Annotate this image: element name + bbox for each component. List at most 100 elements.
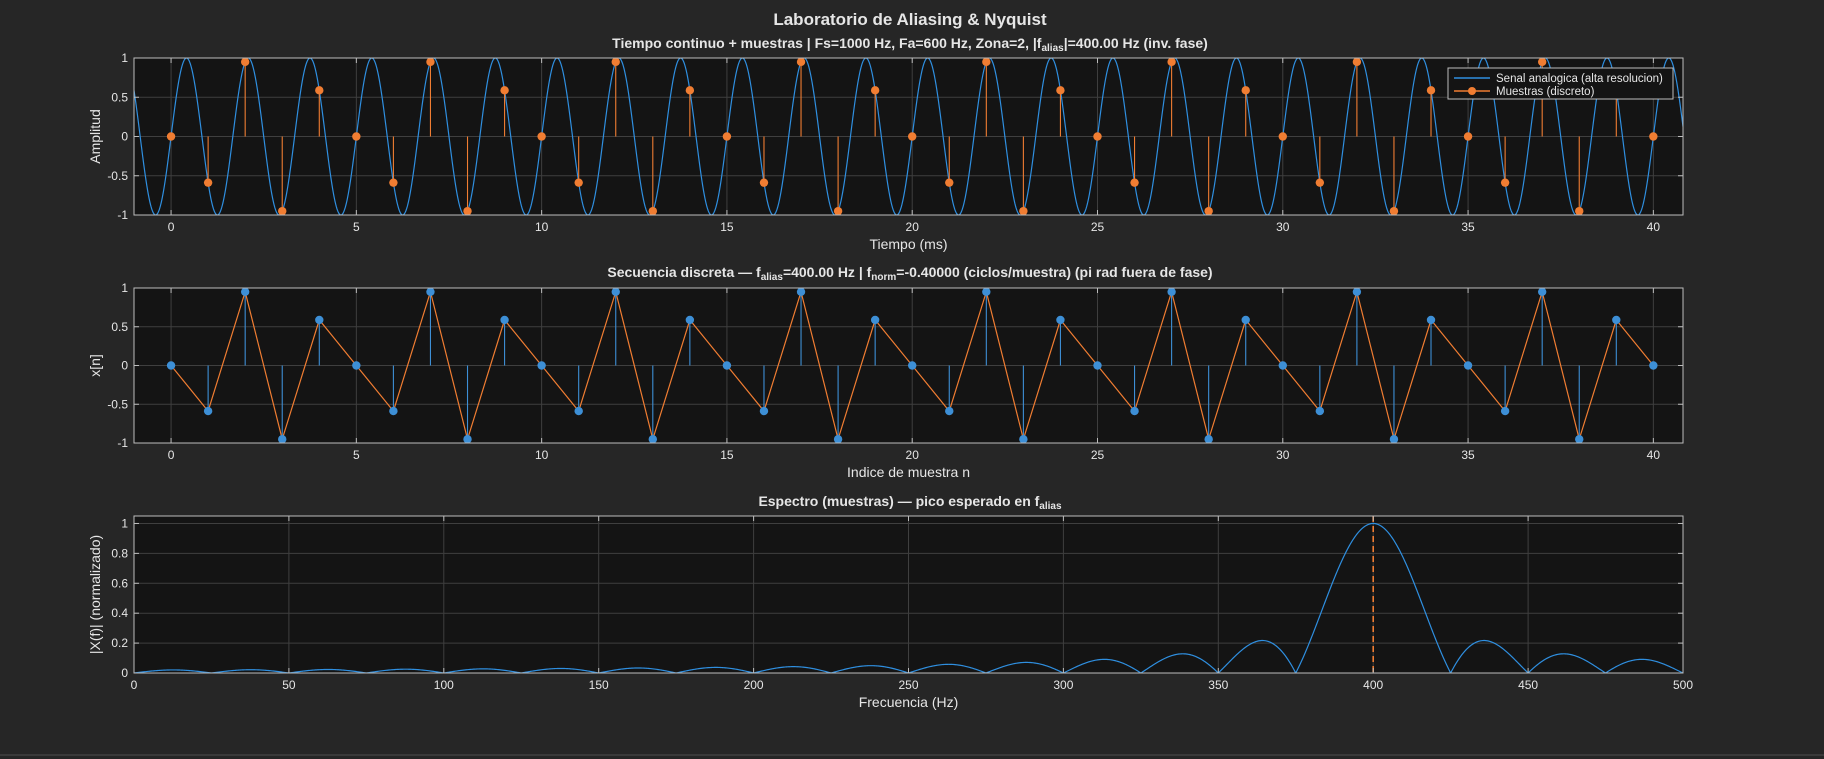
sample-marker	[537, 361, 546, 370]
sample-marker	[1315, 178, 1325, 187]
sample-marker	[278, 435, 287, 443]
sample-marker	[315, 86, 324, 95]
sample-marker	[1537, 58, 1547, 67]
legend: Senal analogica (alta resolucion)Muestra…	[1447, 67, 1674, 100]
sample-marker	[982, 58, 991, 67]
x-tick-label: 35	[1461, 220, 1475, 234]
sample-marker	[945, 406, 954, 416]
y-tick-label: 1	[121, 516, 128, 530]
x-tick-label: 400	[1363, 678, 1383, 692]
y-tick-label: 0	[121, 666, 128, 680]
sample-marker	[500, 86, 509, 95]
title-part: Secuencia discreta — f	[607, 264, 761, 280]
discrete-xlabel: Indice de muestra n	[847, 464, 970, 480]
sample-marker	[426, 58, 435, 67]
legend-swatch-marker	[1468, 87, 1476, 95]
spectrum-ylabel: |X(f)| (normalizado)	[87, 535, 103, 654]
sample-marker	[278, 206, 287, 215]
sample-marker	[908, 132, 917, 141]
spectrum-series	[134, 516, 1683, 673]
sample-marker	[870, 315, 880, 325]
y-tick-label: 0.5	[111, 320, 128, 334]
y-tick-label: -1	[117, 436, 128, 450]
sample-marker	[1019, 435, 1028, 443]
x-tick-label: 25	[1091, 448, 1105, 462]
sample-marker	[1093, 132, 1102, 141]
y-tick-label: 0	[121, 130, 128, 144]
legend-entry-label: Senal analogica (alta resolucion)	[1496, 73, 1663, 85]
x-tick-label: 0	[168, 448, 175, 462]
x-tick-label: 0	[168, 220, 175, 234]
sample-marker	[1352, 58, 1362, 67]
analog-signal-line	[134, 58, 1683, 215]
x-tick-label: 50	[282, 678, 296, 692]
sample-marker	[833, 435, 843, 443]
y-tick-label: -0.5	[107, 397, 128, 411]
x-tick-label: 40	[1647, 448, 1661, 462]
x-tick-label: 25	[1091, 220, 1105, 234]
sample-marker	[1500, 178, 1510, 187]
spectrum-title: Espectro (muestras) — pico esperado en f…	[758, 493, 1062, 512]
sample-marker	[389, 178, 398, 187]
sample-marker	[648, 435, 658, 443]
y-tick-label: 0.8	[111, 546, 128, 560]
sample-marker	[1278, 361, 1287, 370]
discrete-ylabel: x[n]	[87, 354, 103, 377]
title-part: alias	[1041, 43, 1064, 54]
sample-marker	[982, 288, 991, 296]
sample-marker	[315, 315, 324, 325]
sample-marker	[1241, 86, 1250, 95]
x-tick-label: 15	[720, 448, 734, 462]
sample-marker	[833, 206, 843, 215]
sample-marker	[1204, 206, 1213, 215]
spectrum-line	[134, 522, 1683, 673]
x-tick-label: 300	[1053, 678, 1073, 692]
legend-entry-label: Muestras (discreto)	[1496, 86, 1595, 98]
sample-marker	[870, 86, 880, 95]
sample-marker	[166, 361, 176, 370]
x-tick-label: 250	[898, 678, 918, 692]
sample-marker	[796, 58, 806, 67]
y-tick-label: 1	[121, 51, 128, 65]
sample-marker	[1278, 132, 1287, 141]
y-tick-label: 0.6	[111, 576, 128, 590]
x-tick-label: 0	[131, 678, 138, 692]
y-tick-label: 0	[121, 359, 128, 373]
sample-marker	[1537, 288, 1547, 296]
sample-marker	[1241, 315, 1250, 325]
sample-marker	[500, 315, 509, 325]
sample-marker	[166, 132, 176, 141]
x-tick-label: 150	[589, 678, 609, 692]
sample-marker	[1056, 315, 1065, 325]
sample-marker	[1167, 58, 1176, 67]
x-tick-label: 30	[1276, 448, 1290, 462]
sample-marker	[759, 178, 769, 187]
x-tick-label: 450	[1518, 678, 1538, 692]
sample-marker	[1649, 132, 1658, 141]
sample-marker	[203, 406, 213, 416]
sample-marker	[426, 288, 435, 296]
y-tick-label: -1	[117, 208, 128, 222]
sample-marker	[389, 406, 398, 416]
title-part: norm	[871, 272, 896, 283]
title-part: alias	[1039, 501, 1062, 512]
sample-marker	[1204, 435, 1213, 443]
sample-marker	[1575, 206, 1584, 215]
sample-marker	[722, 361, 732, 370]
sample-marker	[240, 58, 250, 67]
sample-marker	[685, 86, 695, 95]
spectrum-xlabel: Frecuencia (Hz)	[859, 694, 959, 710]
sample-marker	[1093, 361, 1102, 370]
title-part: alias	[761, 272, 784, 283]
sample-marker	[611, 288, 620, 296]
x-tick-label: 500	[1673, 678, 1693, 692]
sample-marker	[1019, 206, 1028, 215]
x-tick-label: 100	[434, 678, 454, 692]
sample-marker	[1426, 86, 1436, 95]
legend-box	[1447, 67, 1674, 100]
sample-marker	[1352, 288, 1362, 296]
sample-marker	[648, 206, 658, 215]
sample-marker	[352, 132, 361, 141]
